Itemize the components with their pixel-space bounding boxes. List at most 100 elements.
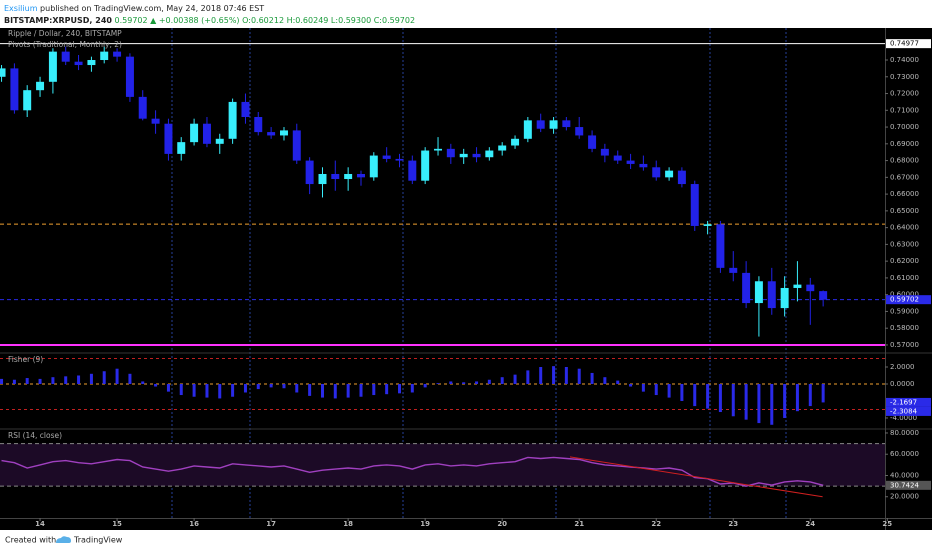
panel-subtitle: Pivots (Traditional, Monthly, 2)	[8, 40, 122, 49]
histogram-bar	[166, 383, 170, 392]
candle-body	[819, 291, 828, 300]
open: O:0.60212	[242, 16, 284, 25]
candle-body	[177, 142, 186, 154]
histogram-bar	[731, 383, 735, 417]
candle-body	[125, 56, 134, 97]
footer-bg	[0, 530, 932, 550]
histogram-bar	[51, 377, 55, 384]
histogram-bar	[64, 376, 68, 384]
last-value-box	[886, 406, 931, 416]
histogram-bar	[564, 366, 568, 384]
x-tick-label: 23	[728, 520, 738, 528]
candle-body	[716, 224, 725, 268]
histogram-bar	[410, 383, 414, 393]
change: ▲ +0.00388 (+0.65%)	[150, 16, 239, 25]
x-tick-label: 18	[343, 520, 353, 528]
y-tick-label: 0.65000	[890, 207, 919, 215]
x-tick-label: 21	[574, 520, 584, 528]
trend-line	[569, 456, 823, 498]
histogram-bar	[462, 382, 466, 384]
candle-body	[10, 68, 19, 111]
histogram-bar	[423, 383, 427, 388]
candle-body	[626, 160, 635, 164]
histogram-bar	[218, 383, 222, 399]
histogram-bar	[795, 383, 799, 412]
histogram-bar	[577, 368, 581, 384]
histogram-bar	[346, 383, 350, 398]
x-tick-label: 20	[497, 520, 507, 528]
y-tick-label: 0.74000	[890, 56, 919, 64]
candle-body	[549, 120, 558, 129]
y-tick-label: 0.72000	[890, 90, 919, 98]
candle-body	[164, 123, 173, 154]
last-value-label: 30.7424	[890, 481, 919, 489]
x-tick-label: 25	[882, 520, 892, 528]
y-tick-label: 0.58000	[890, 324, 919, 332]
candle-body	[138, 96, 147, 119]
y-tick-label: 0.60000	[890, 291, 919, 299]
histogram-bar	[770, 383, 774, 425]
candle-body	[562, 120, 571, 128]
candle-body	[523, 120, 532, 139]
candle-body	[613, 155, 622, 161]
candle-body	[254, 117, 263, 133]
histogram-bar	[629, 383, 633, 387]
last-value-label: -2.3084	[890, 407, 918, 415]
price-line-box	[886, 295, 931, 305]
panel	[0, 443, 885, 498]
high: H:0.60249	[287, 16, 329, 25]
candle-body	[279, 130, 288, 136]
histogram-bar	[243, 383, 247, 393]
panel	[0, 43, 885, 346]
published: published on TradingView.com, May 24, 20…	[40, 4, 264, 13]
y-tick-label: 20.0000	[890, 493, 919, 501]
y-tick-label: 2.0000	[890, 363, 915, 371]
candle-body	[421, 150, 430, 181]
candle-body	[215, 138, 224, 144]
low: L:0.59300	[331, 16, 371, 25]
candle-body	[113, 51, 122, 57]
candle-body	[639, 163, 648, 168]
y-tick-label: 0.62000	[890, 257, 919, 265]
histogram-bar	[500, 377, 504, 384]
histogram-bar	[269, 383, 273, 388]
candle-body	[0, 68, 6, 77]
histogram-bar	[552, 366, 556, 384]
footer-brand[interactable]: TradingView	[73, 536, 123, 545]
candle-body	[357, 173, 365, 178]
author[interactable]: Exsilium	[4, 4, 38, 13]
y-tick-label: 0.70000	[890, 123, 919, 131]
y-tick-label: 0.59000	[890, 307, 919, 315]
candle-body	[459, 153, 468, 158]
candle-body	[780, 287, 789, 309]
candle-body	[498, 145, 507, 151]
histogram-bar	[256, 383, 260, 390]
candle-body	[305, 160, 314, 185]
panel	[0, 358, 885, 425]
y-tick-label: 0.68000	[890, 157, 919, 165]
histogram-bar	[141, 381, 145, 384]
header-line: Exsilium published on TradingView.com, M…	[4, 4, 264, 13]
histogram-bar	[25, 378, 29, 384]
y-tick-label: 0.64000	[890, 224, 919, 232]
histogram-bar	[385, 383, 389, 395]
candle-body	[369, 155, 378, 178]
histogram-bar	[0, 378, 4, 384]
histogram-bar	[38, 378, 42, 384]
histogram-bar	[744, 383, 748, 420]
y-tick-label: 60.0000	[890, 450, 919, 458]
candle-body	[100, 51, 109, 61]
histogram-bar	[603, 377, 607, 384]
y-tick-label: 0.67000	[890, 173, 919, 181]
candle-body	[690, 184, 699, 226]
last-value-box	[886, 397, 931, 407]
candle-body	[36, 81, 45, 91]
candle-body	[434, 148, 443, 151]
candle-body	[318, 173, 327, 185]
y-tick-label: 0.57000	[890, 341, 919, 349]
candle-body	[754, 281, 763, 304]
quote-line: BITSTAMP:XRPUSD, 240 0.59702 ▲ +0.00388 …	[4, 16, 415, 25]
histogram-bar	[12, 379, 16, 384]
y-tick-label: 0.69000	[890, 140, 919, 148]
last-value-label: -2.1697	[890, 398, 917, 406]
